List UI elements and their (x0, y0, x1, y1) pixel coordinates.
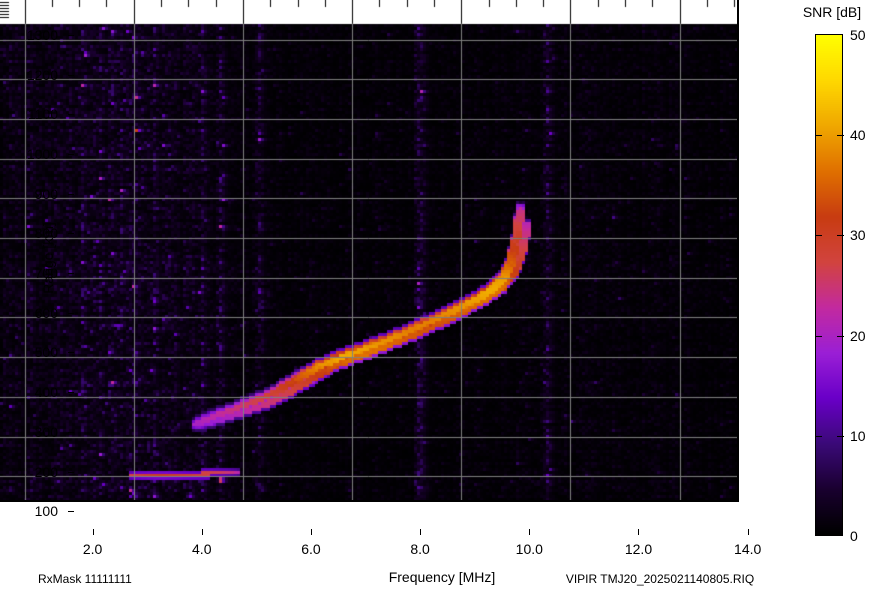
x-tick-label: 4.0 (192, 541, 212, 557)
x-tick-mark (420, 529, 421, 535)
y-axis-label: Range [km] (40, 222, 56, 294)
colorbar-tick-label: 10 (850, 427, 866, 444)
y-tick-label: 800 (34, 225, 58, 242)
y-tick-label: 1200 (26, 66, 58, 83)
colorbar-tick-label: 50 (850, 27, 866, 43)
y-tick-label: 600 (34, 304, 58, 321)
y-tick-label: 700 (34, 265, 58, 282)
y-tick-mark (68, 194, 74, 195)
y-tick-mark (68, 114, 74, 115)
colorbar-tick-mark (837, 436, 844, 437)
ionogram-plot[interactable] (0, 0, 739, 502)
x-tick-mark (638, 529, 639, 535)
y-tick-mark (68, 352, 74, 353)
y-tick-mark (68, 432, 74, 433)
colorbar-tick-mark (837, 135, 844, 136)
colorbar-tick-mark (815, 336, 822, 337)
colorbar-tick-mark (837, 235, 844, 236)
colorbar-tick-mark (815, 436, 822, 437)
x-tick-label: 6.0 (301, 541, 321, 557)
x-tick-label: 2.0 (82, 541, 103, 557)
colorbar-tick-mark (837, 336, 844, 337)
y-tick-label: 200 (34, 463, 58, 480)
x-tick-mark (93, 529, 94, 535)
y-tick-mark (68, 154, 74, 155)
x-tick-label: 14.0 (734, 541, 762, 557)
x-tick-mark (529, 529, 530, 535)
y-tick-mark (68, 35, 74, 36)
y-tick-label: 500 (34, 344, 58, 361)
colorbar[interactable] (815, 34, 843, 536)
y-tick-mark (68, 313, 74, 314)
colorbar-title: SNR [dB] (802, 4, 862, 20)
x-tick-mark (748, 529, 749, 535)
x-axis-label: Frequency [MHz] (388, 569, 496, 585)
y-tick-label: 300 (34, 423, 58, 440)
x-tick-mark (202, 529, 203, 535)
colorbar-canvas (816, 35, 842, 535)
y-tick-mark (68, 472, 74, 473)
colorbar-tick-mark (815, 135, 822, 136)
colorbar-tick-label: 0 (850, 528, 858, 544)
y-tick-label: 1100 (27, 106, 58, 123)
y-tick-mark (68, 233, 74, 234)
y-tick-mark (68, 392, 74, 393)
y-tick-label: 100 (34, 503, 58, 520)
rxmask-label: RxMask 11111111 (38, 572, 132, 586)
y-tick-label: 1300 (26, 27, 58, 43)
y-tick-mark (68, 75, 74, 76)
colorbar-tick-label: 40 (850, 127, 866, 144)
x-tick-label: 12.0 (624, 541, 653, 557)
x-tick-label: 10.0 (515, 541, 543, 557)
y-tick-label: 1000 (26, 146, 58, 163)
colorbar-tick-label: 20 (850, 327, 866, 344)
x-tick-mark (311, 529, 312, 535)
colorbar-tick-label: 30 (850, 227, 866, 244)
file-label: VIPIR TMJ20_2025021140805.RIQ (565, 572, 755, 586)
x-tick-label: 8.0 (410, 541, 430, 557)
y-tick-mark (68, 511, 74, 512)
ionogram-canvas (0, 0, 737, 500)
y-tick-label: 400 (34, 384, 58, 401)
y-tick-mark (68, 273, 74, 274)
colorbar-tick-mark (815, 235, 822, 236)
y-tick-label: 900 (34, 185, 58, 202)
